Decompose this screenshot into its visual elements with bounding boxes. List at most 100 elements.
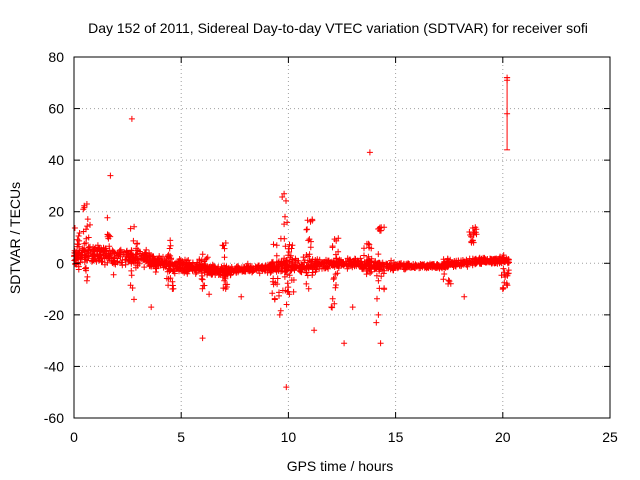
data-point (175, 258, 182, 265)
data-point (159, 258, 166, 265)
data-point (381, 286, 388, 293)
data-point (440, 276, 447, 283)
data-point (198, 262, 204, 269)
data-point (269, 278, 276, 285)
x-tick-label: 15 (388, 429, 404, 445)
data-point (206, 291, 213, 298)
data-point (137, 250, 144, 257)
data-point (433, 261, 440, 268)
data-point (388, 257, 395, 264)
data-point (380, 270, 387, 277)
data-point (269, 290, 276, 297)
data-point (245, 265, 252, 272)
data-point (367, 270, 374, 276)
data-point (321, 258, 328, 265)
data-point (304, 226, 311, 233)
data-point (333, 258, 340, 265)
data-point (90, 257, 97, 264)
data-point (106, 232, 113, 239)
data-point (224, 281, 231, 288)
data-point (239, 268, 246, 275)
data-point (154, 261, 160, 268)
y-tick-label: -40 (44, 358, 64, 374)
data-point (110, 248, 117, 255)
data-point (117, 259, 123, 266)
data-point (363, 271, 370, 278)
data-point (290, 277, 297, 283)
data-point (466, 229, 473, 235)
data-point (268, 268, 275, 275)
data-point (361, 252, 367, 259)
chart-title: Day 152 of 2011, Sidereal Day-to-day VTE… (88, 20, 588, 36)
data-point (132, 255, 139, 262)
data-point (71, 225, 78, 231)
data-point (189, 259, 196, 266)
data-point (309, 256, 316, 263)
data-point (349, 304, 356, 311)
data-point (331, 300, 338, 307)
data-point (311, 263, 318, 270)
data-point (277, 235, 284, 242)
data-point (81, 240, 88, 247)
data-point (283, 197, 289, 204)
data-point (266, 263, 273, 269)
data-point (287, 268, 294, 274)
data-point (122, 261, 129, 268)
data-point (330, 276, 337, 283)
data-point (323, 264, 330, 271)
data-point (130, 237, 137, 244)
data-point (384, 260, 391, 267)
data-point (335, 263, 341, 269)
data-point (145, 258, 152, 265)
data-point (221, 254, 228, 261)
data-point (501, 258, 508, 265)
data-point (160, 261, 167, 268)
data-point (405, 262, 412, 269)
data-point (303, 252, 310, 258)
data-point (368, 255, 375, 262)
data-point (375, 311, 382, 318)
x-tick-label: 10 (281, 429, 297, 445)
data-point (141, 257, 148, 264)
data-point (368, 245, 375, 252)
data-point (200, 282, 207, 289)
data-point (312, 262, 319, 269)
data-point (285, 284, 292, 291)
data-point (305, 285, 312, 292)
data-point (377, 340, 384, 347)
data-point (504, 74, 511, 81)
data-point (306, 236, 313, 243)
data-point (128, 115, 135, 122)
data-point (333, 282, 339, 288)
data-point (94, 253, 101, 259)
data-point (164, 252, 171, 259)
data-point (199, 251, 206, 258)
data-point (141, 264, 148, 271)
data-point (273, 266, 280, 272)
data-point (502, 274, 509, 280)
data-point (165, 260, 172, 267)
data-point (131, 223, 138, 230)
data-point (109, 260, 116, 266)
x-axis-label: GPS time / hours (287, 458, 394, 474)
data-point (250, 267, 256, 274)
data-point (134, 241, 140, 247)
data-point (143, 246, 150, 253)
data-point (279, 265, 286, 272)
data-point (94, 242, 101, 249)
data-point (373, 272, 380, 279)
data-point (361, 264, 367, 271)
data-point (447, 280, 454, 287)
data-point (484, 259, 490, 265)
data-point (476, 254, 483, 261)
data-point (281, 255, 288, 262)
data-point (95, 255, 102, 262)
data-point (128, 267, 135, 274)
data-point (420, 261, 427, 268)
data-point (188, 264, 195, 271)
data-point (83, 226, 89, 233)
data-point (504, 110, 511, 117)
data-point (148, 304, 155, 311)
data-point (288, 267, 295, 274)
data-point (273, 252, 280, 259)
